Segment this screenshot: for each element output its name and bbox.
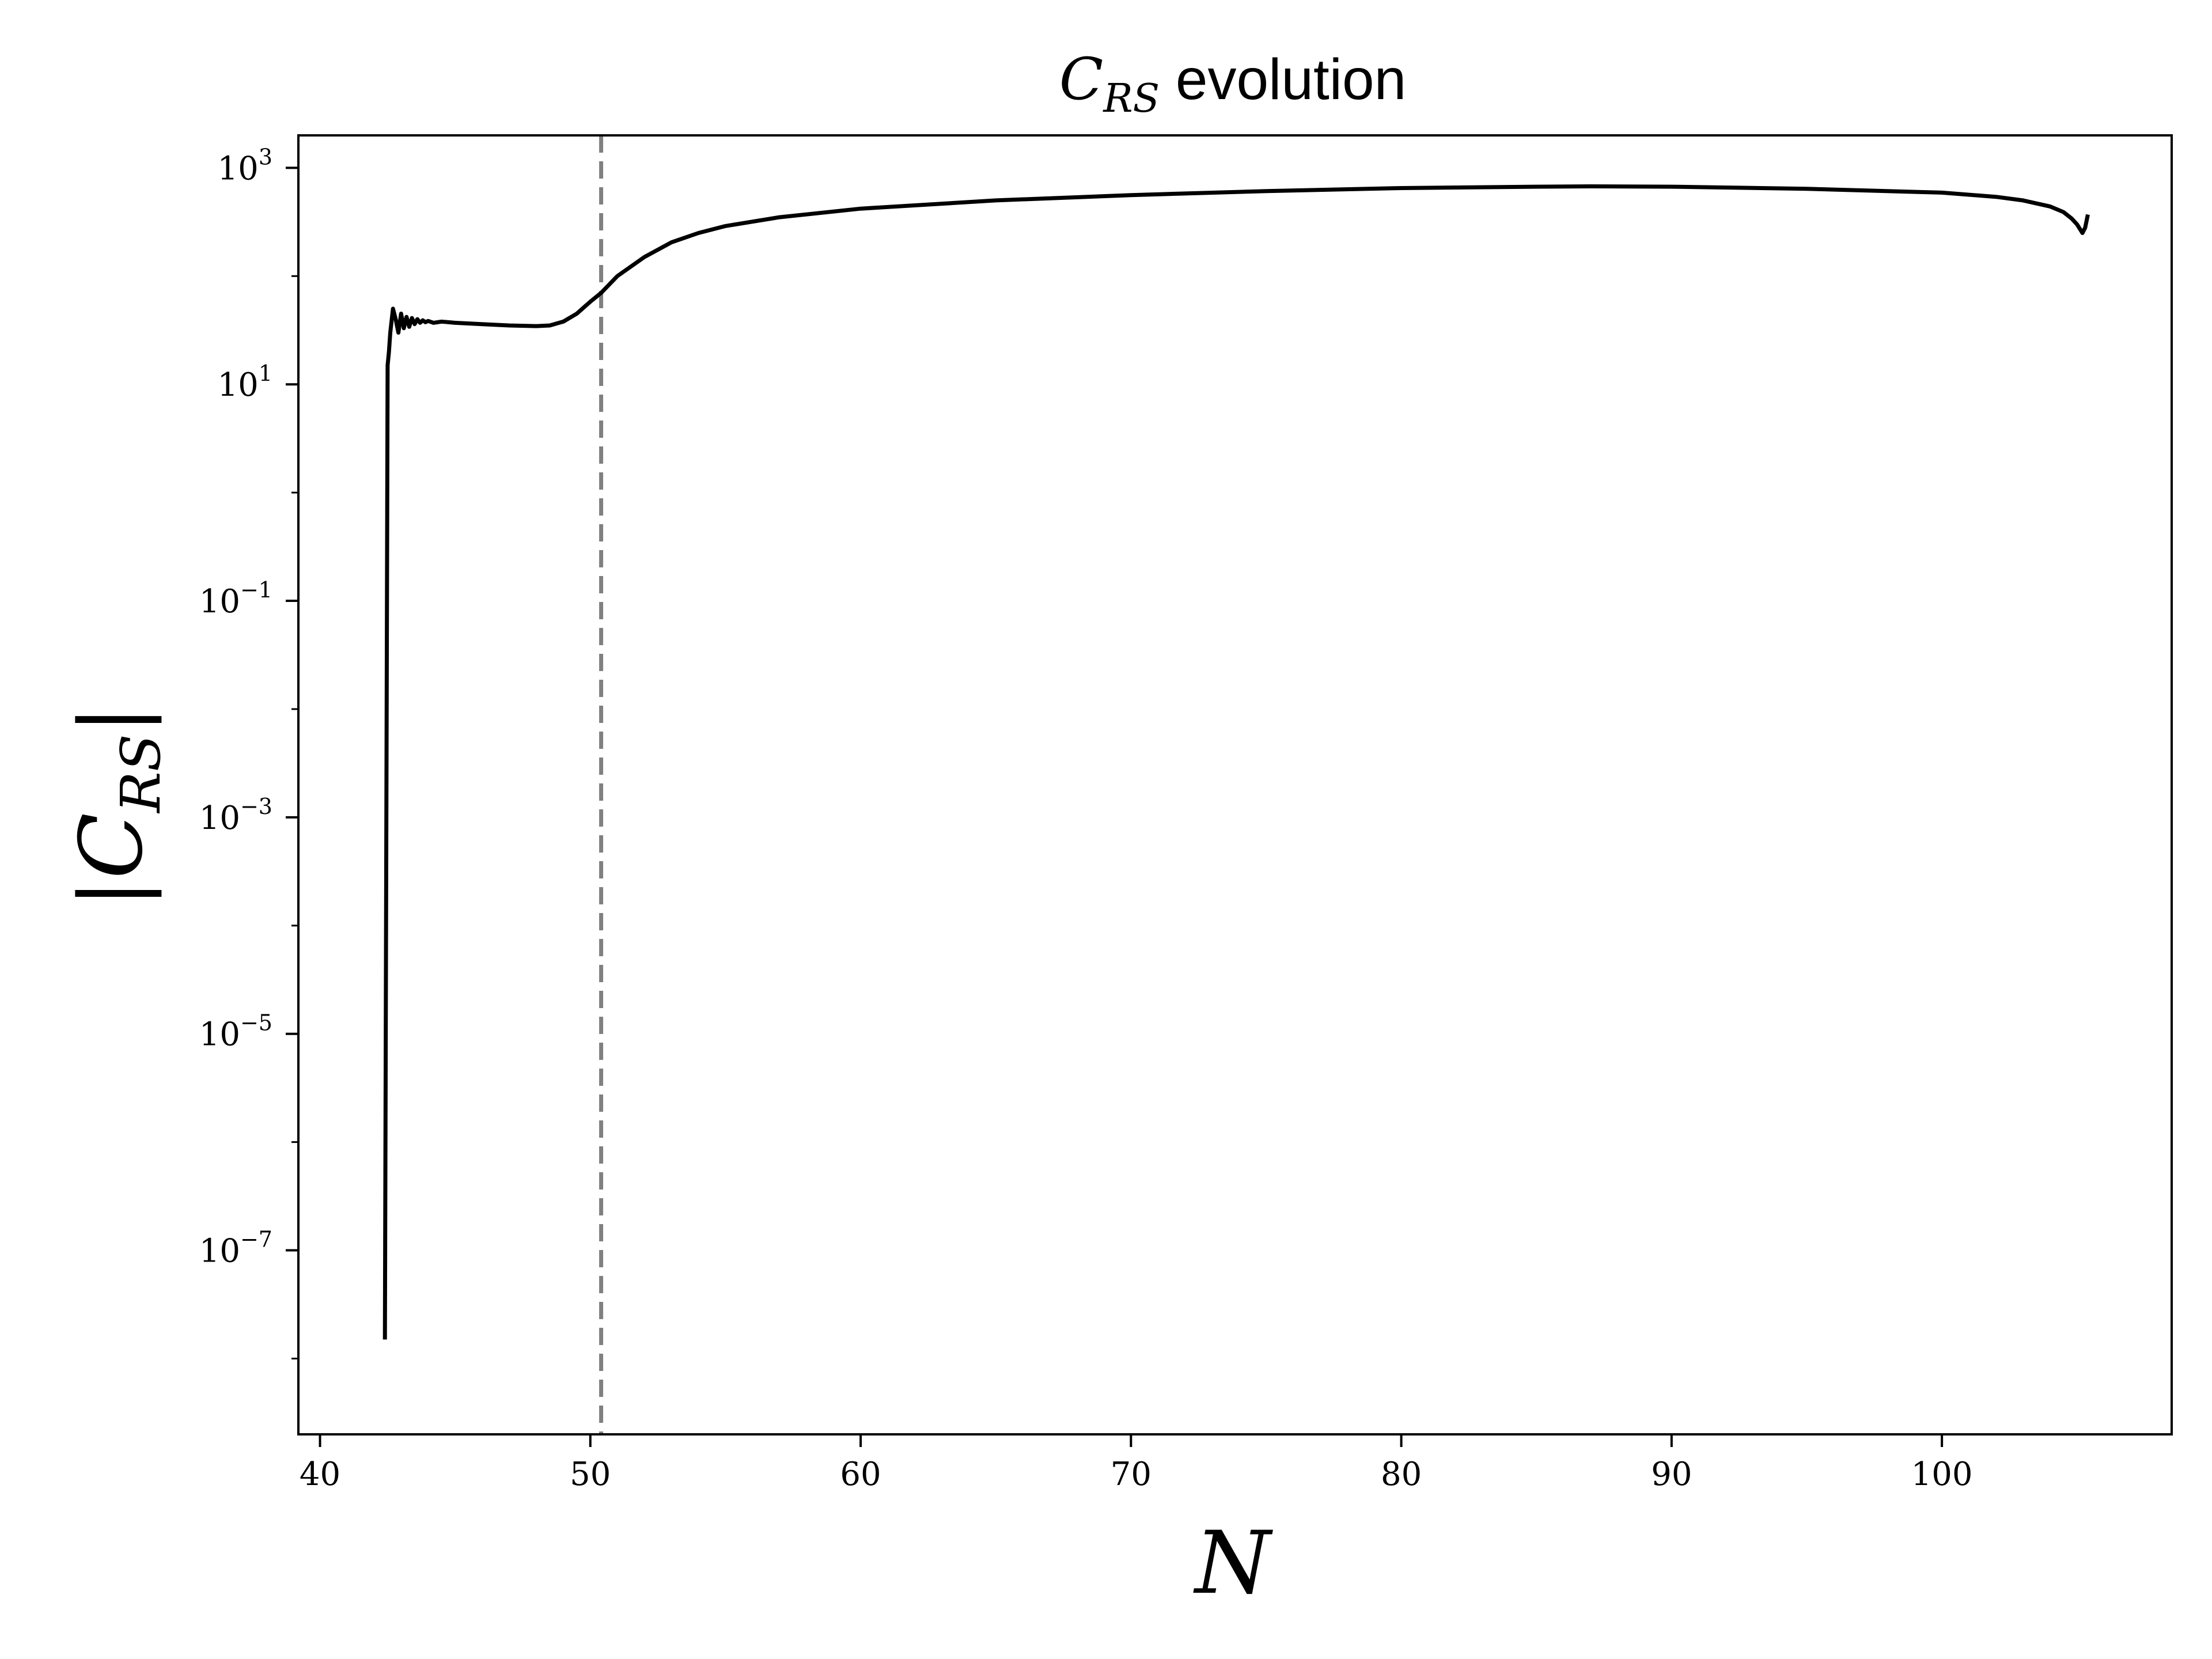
- y-tick-label: 10−7: [199, 1227, 272, 1270]
- y-axis-label: |CRS|: [62, 705, 173, 908]
- y-axis-label-subscript: RS: [109, 734, 173, 814]
- y-tick-label: 10−5: [199, 1010, 272, 1054]
- y-tick-label: 103: [218, 144, 272, 187]
- chart-title-subscript: RS: [1102, 76, 1160, 122]
- x-tick-label: 40: [300, 1456, 340, 1493]
- y-tick-label: 10−3: [199, 794, 272, 837]
- chart-title: CRS evolution: [1059, 46, 1406, 122]
- y-tick-label: 10−1: [199, 577, 272, 620]
- x-tick-label: 100: [1911, 1456, 1973, 1493]
- x-tick-label: 50: [570, 1456, 611, 1493]
- y-axis-label-end: |: [62, 705, 162, 734]
- plot-frame: [297, 134, 2173, 1435]
- y-tick-label: 101: [218, 361, 272, 404]
- plot-area: 40 50 60 70 80 90 100 103 101 10−1 10−3 10−5 10−7: [199, 134, 2173, 1493]
- chart-title-text: evolution: [1160, 47, 1406, 112]
- x-tick-label: 60: [840, 1456, 881, 1493]
- x-tick-label: 90: [1651, 1456, 1692, 1493]
- x-tick-label: 70: [1111, 1456, 1152, 1493]
- x-axis-label: N: [1193, 1513, 1273, 1613]
- y-axis-label-main: |C: [62, 813, 162, 908]
- series-line-0: [382, 184, 2090, 1340]
- x-tick-label: 80: [1381, 1456, 1422, 1493]
- chart-title-symbol: C: [1059, 46, 1104, 113]
